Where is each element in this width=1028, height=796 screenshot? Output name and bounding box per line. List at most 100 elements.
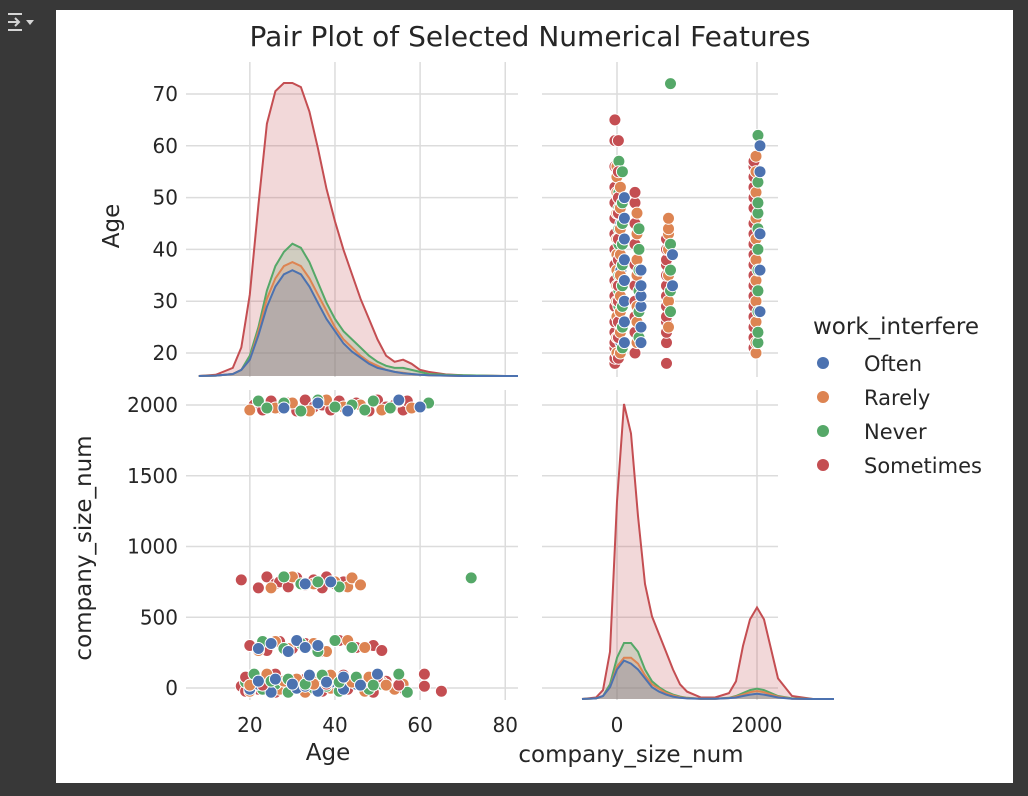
point-age-vs-company-size-never	[328, 400, 342, 414]
point-company-size-vs-age-rarely	[662, 211, 675, 225]
figure: Pair Plot of Selected Numerical Features…	[56, 10, 1013, 783]
point-age-vs-company-size-rarely	[379, 678, 393, 692]
legend-marker-sometimes	[817, 459, 829, 471]
y-axis-label-age: Age	[99, 204, 125, 248]
point-company-size-vs-age-never	[664, 263, 677, 277]
point-company-size-vs-age-never	[632, 242, 646, 256]
y-tick-label-age: 70	[153, 82, 178, 106]
point-company-size-vs-age-often	[617, 315, 631, 329]
point-age-vs-company-size-never	[251, 394, 265, 408]
point-age-vs-company-size-never	[464, 571, 478, 585]
y-tick-label-age: 40	[153, 237, 178, 261]
point-age-vs-company-size-never	[294, 404, 308, 418]
y-tick-label-age: 50	[153, 186, 178, 210]
point-company-size-vs-age-never	[751, 284, 765, 298]
point-company-size-vs-age-often	[753, 263, 767, 277]
point-age-vs-company-size-often	[311, 639, 325, 652]
point-age-vs-company-size-never	[328, 634, 342, 647]
point-age-vs-company-size-never	[366, 678, 380, 692]
y-tick-label-age: 60	[153, 134, 178, 158]
point-company-size-vs-age-often	[753, 139, 767, 153]
point-company-size-vs-age-rarely	[662, 320, 675, 334]
y-tick-label-age: 30	[153, 289, 178, 313]
point-age-vs-company-size-often	[354, 678, 367, 692]
point-age-vs-company-size-never	[366, 394, 380, 408]
kde-company-size-fill-rarely	[582, 657, 834, 699]
point-age-vs-company-size-often	[311, 396, 325, 410]
point-company-size-vs-age-often	[617, 253, 631, 267]
legend-title: work_interfere	[813, 314, 979, 340]
kde-company-size-line-sometimes	[581, 403, 834, 700]
y-tick-label-company-size: 2000	[127, 393, 178, 417]
y-tick-label-company-size: 500	[140, 605, 178, 629]
legend-label-often: Often	[864, 352, 922, 376]
x-tick-label-company-size: 2000	[732, 713, 783, 737]
panel-tl	[186, 62, 518, 377]
point-age-vs-company-size-sometimes	[392, 678, 406, 692]
point-company-size-vs-age-often	[617, 211, 631, 225]
kde-company-size-line-often	[581, 659, 834, 700]
point-company-size-vs-age-often	[617, 232, 631, 246]
kde-age-line-never	[198, 242, 518, 377]
point-age-vs-company-size-sometimes	[417, 679, 431, 693]
point-company-size-vs-age-often	[617, 274, 631, 287]
point-company-size-vs-age-never	[632, 222, 646, 236]
point-company-size-vs-age-rarely	[630, 206, 644, 220]
point-age-vs-company-size-often	[413, 400, 427, 414]
kde-company-size-fill-sometimes	[582, 404, 834, 699]
point-company-size-vs-age-sometimes	[611, 134, 625, 148]
legend-label-sometimes: Sometimes	[864, 454, 982, 478]
point-company-size-vs-age-never	[664, 237, 677, 251]
legend-marker-never	[817, 425, 829, 437]
point-age-vs-company-size-often	[298, 641, 312, 654]
kde-age-line-sometimes	[198, 82, 518, 377]
point-age-vs-company-size-never	[311, 575, 325, 589]
point-company-size-vs-age-often	[634, 279, 648, 293]
legend-marker-often	[817, 357, 829, 369]
legend-marker-rarely	[817, 391, 829, 403]
kde-age-fill-rarely	[198, 262, 519, 376]
point-company-size-vs-age-sometimes	[628, 185, 642, 199]
point-company-size-vs-age-never	[751, 175, 765, 189]
point-age-vs-company-size-sometimes	[234, 573, 248, 587]
point-company-size-vs-age-often	[666, 248, 679, 262]
output-collapse-icon	[8, 13, 34, 31]
point-age-vs-company-size-never	[392, 667, 406, 681]
chart-title: Pair Plot of Selected Numerical Features	[250, 20, 811, 53]
point-age-vs-company-size-often	[392, 393, 406, 407]
point-age-vs-company-size-often	[298, 577, 312, 591]
point-age-vs-company-size-often	[277, 401, 291, 415]
point-age-vs-company-size-rarely	[264, 581, 278, 595]
kde-age-fill-never	[198, 243, 519, 376]
point-company-size-vs-age-never	[751, 242, 765, 256]
point-company-size-vs-age-sometimes	[660, 356, 673, 370]
pair-plot: Pair Plot of Selected Numerical Features…	[71, 20, 982, 768]
output-collapse-button[interactable]	[0, 8, 40, 36]
point-age-vs-company-size-never	[277, 570, 291, 584]
kde-company-size-fill-often	[582, 660, 834, 699]
point-age-vs-company-size-never	[345, 641, 359, 654]
kde-age-line-often	[198, 269, 518, 377]
kde-age-fill-sometimes	[198, 83, 519, 376]
point-age-vs-company-size-often	[285, 677, 299, 691]
y-tick-label-company-size: 1500	[127, 464, 178, 488]
point-company-size-vs-age-often	[753, 227, 767, 241]
point-age-vs-company-size-often	[371, 667, 384, 681]
point-company-size-vs-age-sometimes	[608, 113, 622, 127]
point-age-vs-company-size-often	[290, 634, 304, 647]
x-tick-label-age: 20	[237, 713, 262, 737]
point-company-size-vs-age-never	[664, 77, 677, 91]
point-age-vs-company-size-never	[358, 403, 372, 417]
point-age-vs-company-size-sometimes	[251, 581, 265, 595]
point-age-vs-company-size-sometimes	[260, 570, 274, 584]
point-company-size-vs-age-never	[615, 165, 629, 179]
point-age-vs-company-size-rarely	[243, 403, 257, 417]
point-age-vs-company-size-often	[341, 404, 355, 418]
legend-label-rarely: Rarely	[864, 386, 930, 410]
point-company-size-vs-age-rarely	[662, 294, 675, 308]
point-age-vs-company-size-rarely	[345, 571, 359, 585]
point-age-vs-company-size-often	[324, 575, 338, 589]
x-tick-label-company-size: 0	[611, 713, 624, 737]
point-age-vs-company-size-sometimes	[434, 684, 448, 698]
y-tick-label-company-size: 0	[165, 676, 178, 700]
